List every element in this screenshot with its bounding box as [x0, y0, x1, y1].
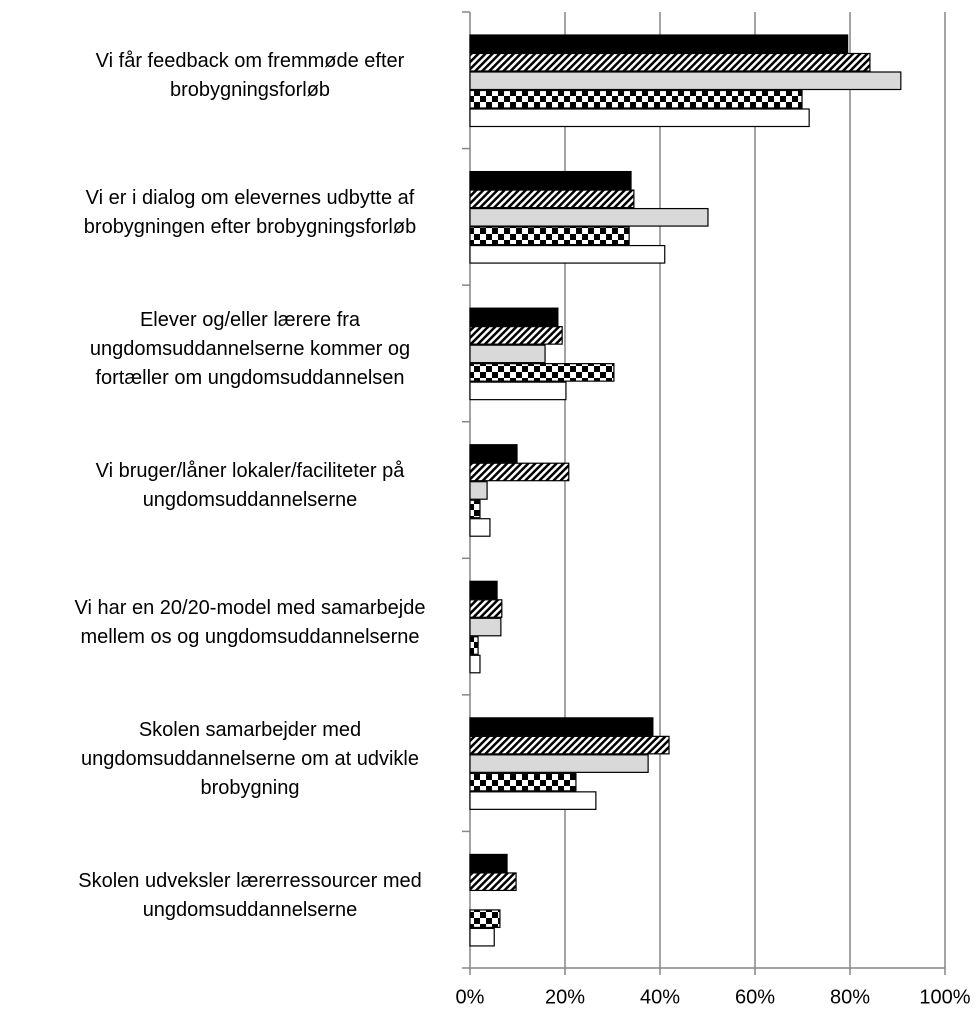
bar: [469, 872, 517, 892]
bar: [469, 381, 567, 401]
bar: [469, 52, 871, 72]
bar: [469, 754, 649, 773]
bar: [469, 226, 630, 246]
category-label: Elever og/eller lærere fra ungdomsuddann…: [89, 308, 411, 389]
bar: [469, 444, 518, 463]
bar: [469, 481, 488, 500]
bar: [469, 326, 563, 345]
bar: [469, 654, 481, 674]
x-tick-label: 20%: [545, 986, 585, 1008]
category-label: Vi er i dialog om elevernes udbytte af b…: [83, 186, 417, 238]
category-label: Vi får feedback om fremmøde efter brobyg…: [95, 50, 405, 102]
bar: [469, 363, 615, 382]
bar: [469, 580, 498, 600]
bar: [469, 34, 849, 54]
bar: [469, 189, 635, 209]
bar: [469, 344, 546, 364]
category-label: Vi har en 20/20-model med samarbejde mel…: [74, 596, 426, 648]
category-label: Skolen samarbejder med ungdomsuddannelse…: [81, 718, 419, 799]
bar: [469, 636, 479, 655]
bar: [469, 909, 501, 929]
category-label: Skolen udveksler lærerressourcer med ung…: [78, 869, 422, 921]
category-label: Vi bruger/låner lokaler/faciliteter på u…: [95, 460, 405, 511]
x-tick-label: 80%: [830, 986, 870, 1008]
bar: [469, 499, 481, 519]
bar: [469, 207, 709, 227]
x-tick-label: 0%: [456, 986, 485, 1008]
bar: [469, 772, 577, 792]
x-tick-label: 100%: [919, 986, 970, 1008]
bar: [469, 244, 666, 264]
bar: [469, 617, 502, 637]
x-tick-label: 40%: [640, 986, 680, 1008]
bar: [469, 518, 491, 537]
bar: [469, 108, 810, 128]
bar: [469, 89, 803, 109]
bar: [469, 307, 559, 327]
bar: [469, 735, 670, 755]
bar: [469, 717, 654, 736]
bar: [469, 170, 632, 190]
bar: [469, 462, 570, 482]
bar: [469, 791, 597, 810]
bar: [469, 71, 902, 91]
bar: [469, 599, 503, 618]
x-tick-label: 60%: [735, 986, 775, 1008]
bar: [469, 853, 508, 873]
bar: [469, 927, 495, 947]
